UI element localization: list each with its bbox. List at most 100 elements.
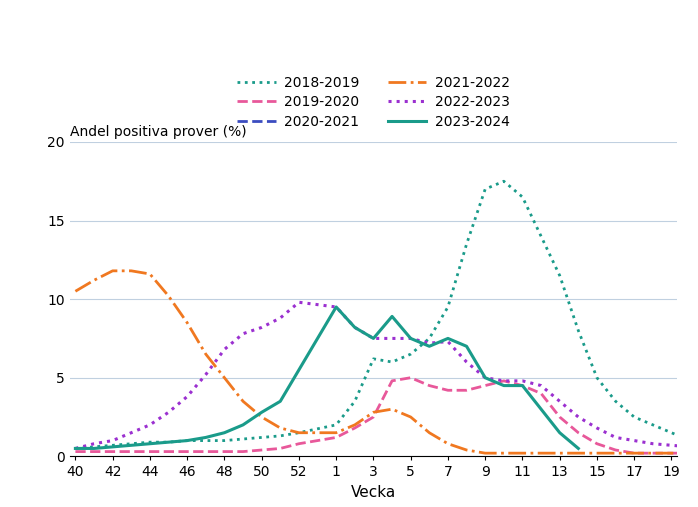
- 2022-2023: [406, 336, 415, 342]
- 2021-2022: [221, 375, 229, 381]
- 2023-2024: [127, 442, 135, 448]
- 2021-2022: [295, 430, 303, 436]
- 2022-2023: [425, 340, 433, 346]
- Line: 2021-2022: 2021-2022: [75, 271, 690, 453]
- 2018-2019: [332, 422, 341, 428]
- 2023-2024: [537, 406, 545, 412]
- 2022-2023: [183, 393, 191, 400]
- 2021-2022: [481, 450, 489, 456]
- 2019-2020: [146, 449, 154, 455]
- 2023-2024: [202, 434, 210, 441]
- 2022-2023: [611, 434, 620, 441]
- 2022-2023: [388, 336, 396, 342]
- 2021-2022: [686, 450, 695, 456]
- 2018-2019: [406, 351, 415, 357]
- 2021-2022: [369, 409, 378, 415]
- 2023-2024: [388, 313, 396, 319]
- 2023-2024: [90, 446, 98, 452]
- 2018-2019: [90, 444, 98, 450]
- 2020-2021: [518, 455, 526, 461]
- 2021-2022: [108, 268, 117, 274]
- 2019-2020: [686, 450, 695, 456]
- 2022-2023: [481, 375, 489, 381]
- 2021-2022: [258, 414, 266, 420]
- 2022-2023: [276, 315, 285, 321]
- 2023-2024: [500, 383, 508, 389]
- 2020-2021: [556, 455, 564, 461]
- 2021-2022: [630, 450, 639, 456]
- 2021-2022: [239, 399, 247, 405]
- 2020-2021: [202, 455, 210, 461]
- 2021-2022: [537, 450, 545, 456]
- 2018-2019: [127, 441, 135, 447]
- 2019-2020: [127, 449, 135, 455]
- 2020-2021: [164, 455, 172, 461]
- 2021-2022: [574, 450, 583, 456]
- 2020-2021: [425, 455, 433, 461]
- 2022-2023: [108, 438, 117, 444]
- 2018-2019: [164, 439, 172, 445]
- 2019-2020: [462, 387, 470, 393]
- 2019-2020: [518, 383, 526, 389]
- 2021-2022: [127, 268, 135, 274]
- 2023-2024: [556, 430, 564, 436]
- 2020-2021: [611, 455, 620, 461]
- 2022-2023: [90, 441, 98, 447]
- 2021-2022: [146, 271, 154, 277]
- 2019-2020: [425, 383, 433, 389]
- 2022-2023: [258, 324, 266, 331]
- 2019-2020: [369, 414, 378, 420]
- 2021-2022: [164, 293, 172, 299]
- 2018-2019: [295, 430, 303, 436]
- 2022-2023: [444, 339, 452, 345]
- 2018-2019: [648, 422, 657, 428]
- 2023-2024: [221, 430, 229, 436]
- 2021-2022: [350, 422, 359, 428]
- 2023-2024: [462, 343, 470, 349]
- 2021-2022: [667, 450, 676, 456]
- 2021-2022: [332, 430, 341, 436]
- 2018-2019: [500, 178, 508, 185]
- 2023-2024: [164, 439, 172, 445]
- 2023-2024: [406, 336, 415, 342]
- 2022-2023: [593, 425, 601, 431]
- 2018-2019: [630, 414, 639, 420]
- 2020-2021: [350, 455, 359, 461]
- 2022-2023: [574, 414, 583, 420]
- 2021-2022: [518, 450, 526, 456]
- 2018-2019: [146, 439, 154, 445]
- 2020-2021: [295, 455, 303, 461]
- 2021-2022: [648, 450, 657, 456]
- 2023-2024: [183, 438, 191, 444]
- 2023-2024: [276, 399, 285, 405]
- 2019-2020: [350, 425, 359, 431]
- 2020-2021: [462, 455, 470, 461]
- 2022-2023: [686, 444, 695, 450]
- 2020-2021: [276, 455, 285, 461]
- 2020-2021: [537, 455, 545, 461]
- 2023-2024: [146, 441, 154, 447]
- 2022-2023: [630, 438, 639, 444]
- 2019-2020: [332, 434, 341, 441]
- 2022-2023: [146, 422, 154, 428]
- 2021-2022: [556, 450, 564, 456]
- 2023-2024: [444, 336, 452, 342]
- 2019-2020: [500, 378, 508, 384]
- 2022-2023: [127, 430, 135, 436]
- 2021-2022: [500, 450, 508, 456]
- 2019-2020: [202, 449, 210, 455]
- 2021-2022: [71, 288, 80, 294]
- 2019-2020: [108, 449, 117, 455]
- 2021-2022: [444, 441, 452, 447]
- 2020-2021: [388, 455, 396, 461]
- 2019-2020: [183, 449, 191, 455]
- 2023-2024: [481, 375, 489, 381]
- 2021-2022: [462, 447, 470, 453]
- 2018-2019: [593, 375, 601, 381]
- 2023-2024: [518, 383, 526, 389]
- 2020-2021: [406, 455, 415, 461]
- 2020-2021: [500, 455, 508, 461]
- 2019-2020: [574, 430, 583, 436]
- 2022-2023: [369, 336, 378, 342]
- Line: 2023-2024: 2023-2024: [75, 307, 579, 449]
